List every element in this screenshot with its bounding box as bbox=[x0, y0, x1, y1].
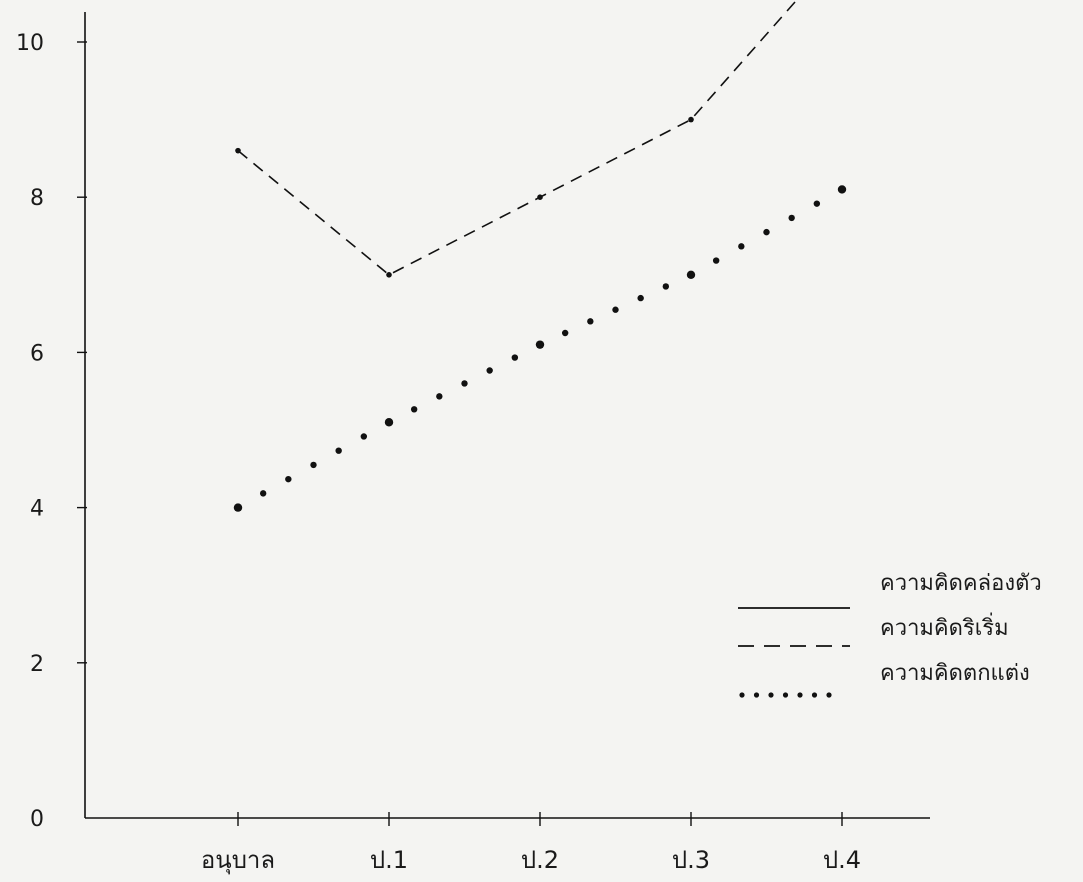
x-tick-label: อนุบาล bbox=[201, 846, 275, 875]
legend-dot bbox=[826, 692, 832, 698]
legend-label: ความคิดคล่องตัว bbox=[880, 571, 1042, 596]
series-dashed bbox=[235, 0, 798, 278]
series-dot bbox=[637, 294, 644, 302]
series-dot bbox=[738, 243, 745, 250]
series-dot bbox=[461, 380, 468, 387]
data-point bbox=[386, 272, 392, 278]
y-tick-label: 2 bbox=[30, 652, 44, 677]
series-dot bbox=[535, 340, 545, 349]
legend-dot bbox=[811, 692, 818, 698]
legend-dot bbox=[797, 692, 803, 698]
y-tick-label: 6 bbox=[30, 341, 44, 366]
legend-dot bbox=[768, 692, 774, 698]
series-dot bbox=[233, 503, 243, 512]
data-point bbox=[235, 147, 241, 154]
series-dot bbox=[310, 461, 317, 469]
legend-dot bbox=[782, 692, 789, 698]
series-dot bbox=[259, 490, 267, 497]
series-dot bbox=[662, 283, 670, 290]
legend-dot bbox=[739, 692, 745, 698]
series-dot bbox=[511, 354, 519, 361]
y-tick-label: 4 bbox=[30, 497, 44, 522]
data-point bbox=[537, 194, 543, 200]
series-dot bbox=[587, 318, 594, 325]
series-dot bbox=[436, 393, 443, 400]
series-dot bbox=[360, 433, 368, 440]
legend-item: ความคิดตกแต่ง bbox=[739, 661, 1030, 698]
series-dot bbox=[837, 185, 847, 194]
series-dot bbox=[384, 418, 394, 427]
y-tick-label: 10 bbox=[16, 31, 44, 56]
series-dot bbox=[335, 447, 342, 454]
series-dot bbox=[712, 257, 720, 264]
series-dot bbox=[686, 270, 696, 279]
series-dot bbox=[813, 200, 821, 207]
data-point bbox=[688, 116, 694, 123]
x-tick-label: ป.1 bbox=[370, 846, 408, 874]
series-dot bbox=[486, 367, 493, 374]
x-tick-label: ป.3 bbox=[672, 846, 710, 874]
series-dotted bbox=[233, 185, 847, 512]
series-dot bbox=[763, 228, 770, 236]
legend-item: ความคิดริเริ่ม bbox=[738, 612, 1009, 647]
series-dot bbox=[788, 214, 795, 222]
series-layer bbox=[233, 0, 847, 512]
series-dot bbox=[285, 475, 292, 483]
series-dot bbox=[410, 406, 418, 413]
x-tick-label: ป.4 bbox=[823, 846, 861, 874]
series-dot bbox=[612, 306, 619, 313]
legend-label: ความคิดริเริ่ม bbox=[880, 612, 1009, 641]
legend-item: ความคิดคล่องตัว bbox=[738, 571, 1042, 609]
y-tick-label: 8 bbox=[30, 186, 44, 211]
y-tick-label: 0 bbox=[30, 807, 44, 832]
legend-dot bbox=[753, 692, 760, 698]
series-dot bbox=[561, 329, 569, 337]
legend-label: ความคิดตกแต่ง bbox=[880, 661, 1030, 686]
series-line bbox=[237, 0, 798, 276]
legend: ความคิดคล่องตัวความคิดริเริ่มความคิดตกแต… bbox=[738, 571, 1042, 698]
x-tick-label: ป.2 bbox=[521, 846, 559, 874]
